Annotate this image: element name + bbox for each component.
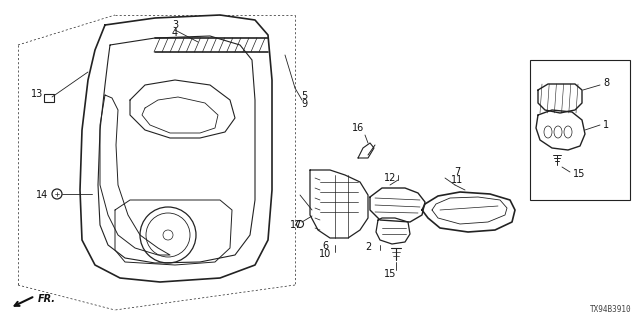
Text: FR.: FR.: [38, 294, 56, 304]
Bar: [530, 60, 630, 200]
Text: 4: 4: [172, 28, 178, 38]
Text: 11: 11: [451, 175, 463, 185]
Text: 12: 12: [384, 173, 396, 183]
Text: 16: 16: [352, 123, 364, 133]
Text: 15: 15: [573, 169, 586, 179]
Text: 15: 15: [384, 269, 396, 279]
Text: 8: 8: [603, 78, 609, 88]
Text: 10: 10: [319, 249, 331, 259]
Text: 2: 2: [365, 242, 371, 252]
Text: 13: 13: [31, 89, 43, 99]
Text: 3: 3: [172, 20, 178, 30]
Text: 1: 1: [603, 120, 609, 130]
Text: 6: 6: [322, 241, 328, 251]
Text: 17: 17: [290, 220, 302, 230]
Text: 14: 14: [36, 190, 48, 200]
Text: 5: 5: [301, 91, 307, 101]
Text: TX94B3910: TX94B3910: [590, 305, 632, 314]
Text: 7: 7: [454, 167, 460, 177]
Text: 9: 9: [301, 99, 307, 109]
